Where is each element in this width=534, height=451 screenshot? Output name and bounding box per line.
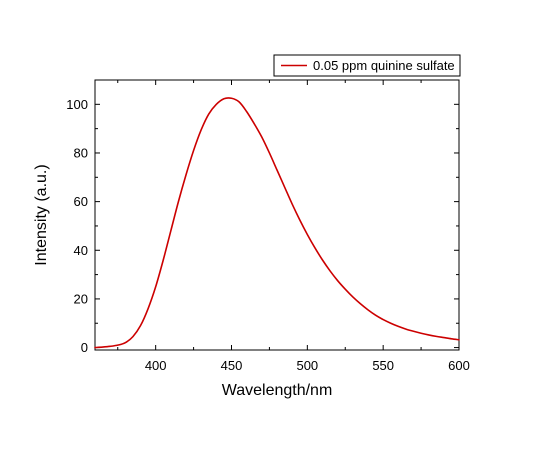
- legend: 0.05 ppm quinine sulfate: [273, 54, 461, 77]
- y-tick-label: 100: [66, 97, 88, 112]
- y-tick-label: 60: [74, 194, 88, 209]
- x-axis: 400 450 500 550 600: [117, 80, 470, 373]
- y-tick-label: 80: [74, 145, 88, 160]
- series-group: [94, 97, 460, 349]
- series-line-1: [94, 97, 460, 349]
- y-axis-title: Intensity (a.u.): [33, 164, 50, 265]
- x-tick-label: 500: [296, 358, 318, 373]
- legend-box: [273, 54, 461, 77]
- legend-label: 0.05 ppm quinine sulfate: [313, 58, 455, 73]
- y-tick-label: 40: [74, 243, 88, 258]
- x-axis-title: Wavelength/nm: [222, 382, 333, 399]
- plot-frame: [94, 79, 460, 351]
- x-tick-label: 600: [448, 358, 470, 373]
- x-tick-label: 550: [372, 358, 394, 373]
- y-tick-label: 20: [74, 291, 88, 306]
- y-axis: 0 20 40 60 80 100: [66, 97, 459, 355]
- plot-frame-group: [94, 79, 460, 351]
- y-tick-label: 0: [81, 340, 88, 355]
- x-tick-label: 450: [221, 358, 243, 373]
- x-tick-label: 400: [145, 358, 167, 373]
